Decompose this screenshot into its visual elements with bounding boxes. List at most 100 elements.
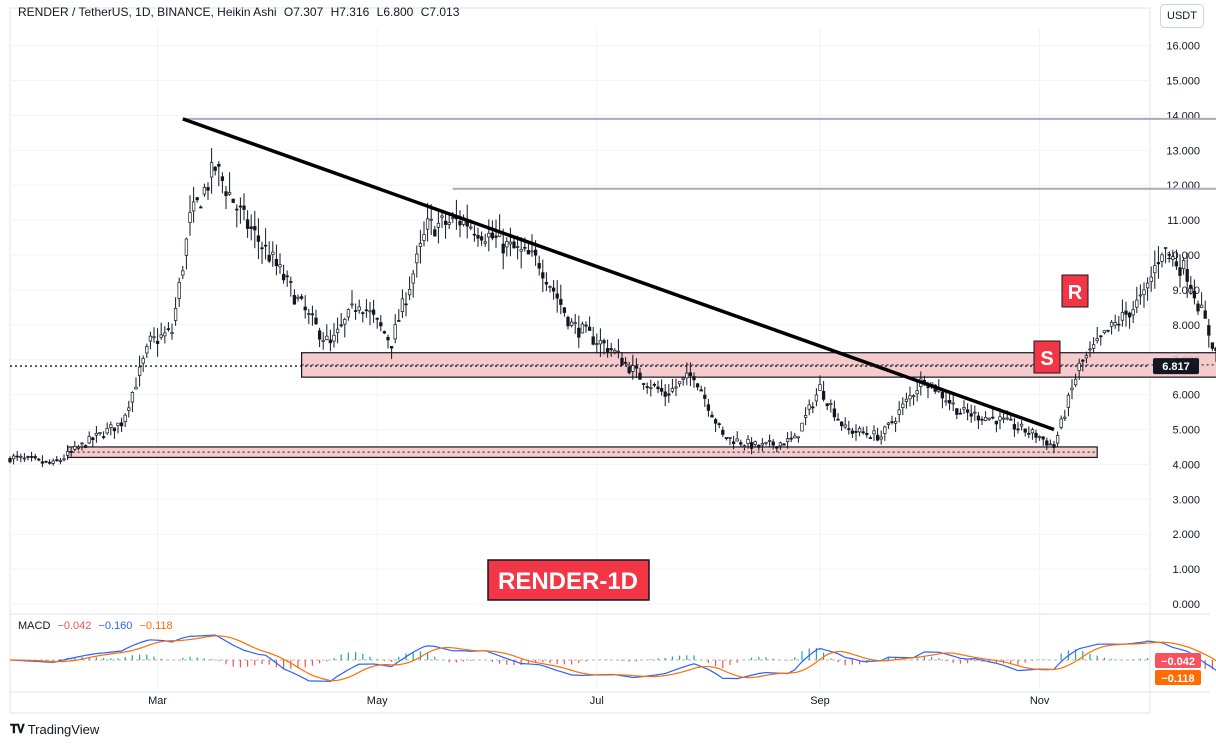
candle-body (87, 436, 91, 444)
candle-body (998, 416, 1002, 421)
candle-body (487, 232, 491, 238)
candle-body (29, 456, 34, 458)
candle-body (1001, 417, 1006, 420)
currency-button[interactable]: USDT (1160, 4, 1204, 28)
candle-body (1045, 440, 1049, 446)
candle-body (44, 460, 48, 463)
symbol-header[interactable]: RENDER / TetherUS, 1D, BINANCE, Heikin A… (18, 5, 463, 19)
candle-body (926, 386, 930, 389)
candle-body (663, 391, 667, 397)
x-tick-label: May (367, 695, 388, 707)
candle-body (19, 456, 23, 458)
candle-body (573, 322, 577, 325)
candle-body (181, 270, 185, 276)
candle-body (706, 404, 711, 411)
candle-body (26, 456, 30, 458)
candle-body (692, 376, 696, 381)
candle-body (883, 426, 887, 434)
candle-body (1181, 260, 1186, 270)
candle-body (825, 403, 829, 406)
candle-body (670, 388, 675, 392)
candle-body (1138, 294, 1143, 297)
candle-body (321, 340, 325, 342)
candle-body (397, 320, 401, 322)
candle-body (469, 226, 473, 229)
candle-body (1102, 330, 1107, 334)
candle-body (206, 187, 210, 191)
candle-body (584, 324, 588, 327)
candle-body (1059, 418, 1063, 428)
candle-body (901, 403, 905, 408)
candle-body (879, 436, 883, 440)
macd-signal-tag-label: −0.118 (1161, 673, 1194, 685)
candle-body (152, 336, 156, 339)
candle-body (1005, 417, 1009, 420)
candle-body (645, 386, 649, 388)
candle-body (328, 339, 333, 344)
candle-body (346, 309, 351, 318)
candle-body (577, 327, 581, 338)
y-tick-label: 5.000 (1172, 425, 1200, 437)
resistance-marker: R (1061, 274, 1089, 308)
candle-body (188, 212, 192, 223)
candle-body (728, 437, 732, 439)
candle-body (1135, 299, 1139, 308)
macd-hist-tag-label: −0.042 (1161, 656, 1195, 668)
candle-body (897, 409, 901, 415)
candle-body (649, 387, 653, 389)
candle-body (843, 424, 847, 428)
candle-body (1077, 362, 1081, 371)
candle-body (958, 412, 963, 415)
candle-body (274, 258, 279, 267)
candle-body (253, 226, 257, 231)
candle-body (1131, 309, 1135, 316)
candle-body (721, 429, 725, 435)
candle-body (112, 427, 117, 432)
candle-body (987, 417, 991, 420)
candle-body (739, 442, 743, 445)
candle-body (130, 392, 135, 403)
candle-body (674, 386, 678, 389)
ohlc-low: L6.800 (376, 5, 414, 19)
candle-body (429, 218, 433, 221)
candle-body (317, 330, 322, 340)
candle-body (717, 423, 721, 426)
candle-body (1178, 267, 1182, 276)
x-tick-label: Nov (1030, 695, 1050, 707)
candle-body (163, 332, 167, 337)
brand-footer[interactable]: 𝐓𝐕 TradingView (10, 722, 99, 737)
candle-body (278, 264, 282, 268)
candle-body (631, 365, 635, 372)
candle-body (587, 326, 592, 331)
macd-legend[interactable]: MACD −0.042 −0.160 −0.118 (18, 620, 177, 632)
candle-body (1192, 291, 1197, 299)
candle-body (829, 403, 833, 405)
candle-body (386, 336, 390, 341)
candle-body (325, 335, 329, 341)
candle-body (105, 428, 109, 434)
candle-body (1034, 432, 1038, 438)
candle-body (656, 386, 660, 390)
candle-body (285, 275, 289, 278)
macd-histogram (16, 647, 1214, 670)
candle-body (440, 215, 444, 218)
symbol-title: RENDER / TetherUS, 1D, BINANCE, Heikin A… (18, 5, 277, 19)
support-marker: S (1033, 340, 1061, 374)
candle-body (1163, 247, 1168, 249)
candle-body (47, 461, 52, 464)
candle-body (58, 460, 63, 462)
candle-body (83, 445, 88, 448)
candle-body (969, 413, 973, 417)
candle-body (1109, 321, 1114, 327)
y-tick-label: 6.000 (1172, 390, 1200, 402)
candle-body (793, 435, 797, 439)
candle-body (1127, 312, 1132, 318)
candle-body (451, 217, 455, 219)
candle-body (11, 455, 16, 460)
candle-body (1145, 282, 1150, 289)
macd-signal-tag (1155, 670, 1201, 685)
support-marker-label: S (1040, 348, 1053, 370)
candle-body (980, 418, 984, 421)
candle-body (566, 316, 570, 327)
